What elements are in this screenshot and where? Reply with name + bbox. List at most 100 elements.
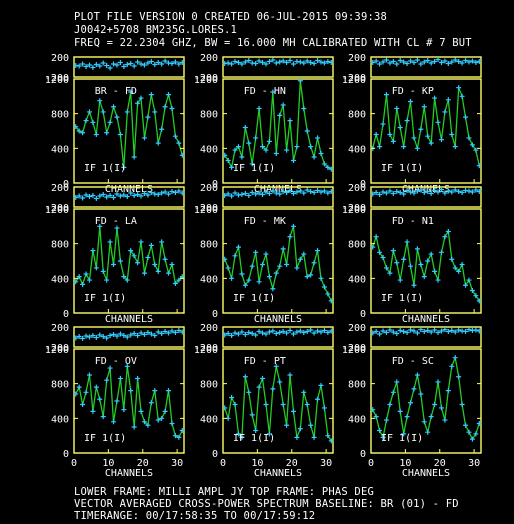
- amplitude-point: [401, 144, 407, 150]
- if-label: IF 1(I): [233, 433, 275, 444]
- amplitude-point: [270, 89, 276, 95]
- amplitude-point: [452, 265, 458, 271]
- x-axis-label: CHANNELS: [105, 468, 153, 479]
- amplitude-point: [463, 422, 469, 428]
- phase-point: [263, 331, 269, 337]
- amplitude-point: [297, 426, 303, 432]
- phase-point: [76, 334, 82, 339]
- amplitude-tick-label: 400: [348, 274, 366, 285]
- amplitude-point: [294, 144, 300, 150]
- phase-point: [387, 327, 393, 333]
- phase-point: [138, 61, 144, 67]
- amplitude-point: [301, 389, 307, 395]
- amplitude-point: [401, 431, 407, 437]
- amplitude-point: [73, 391, 79, 397]
- phase-point: [73, 335, 79, 341]
- amplitude-point: [428, 140, 434, 146]
- phase-point: [169, 61, 175, 66]
- amplitude-point: [432, 95, 438, 101]
- phase-point: [145, 192, 151, 198]
- phase-point: [473, 187, 479, 193]
- amplitude-point: [476, 298, 482, 304]
- amplitude-point: [155, 417, 161, 423]
- phase-point: [273, 190, 279, 196]
- amplitude-point: [117, 375, 123, 381]
- phase-point: [135, 59, 141, 65]
- phase-point: [80, 195, 86, 201]
- phase-point: [390, 191, 396, 196]
- amplitude-point: [131, 253, 137, 259]
- phase-point: [411, 328, 417, 334]
- amplitude-point: [308, 144, 314, 150]
- phase-point: [466, 188, 472, 194]
- phase-point: [124, 62, 130, 67]
- phase-point: [266, 329, 272, 335]
- phase-point: [377, 192, 383, 197]
- phase-point: [318, 59, 324, 65]
- amplitude-point: [266, 274, 272, 280]
- phase-point: [425, 328, 431, 333]
- phase-point: [263, 189, 269, 195]
- amplitude-frame: [370, 208, 482, 314]
- amplitude-point: [93, 265, 99, 271]
- amplitude-point: [114, 398, 120, 404]
- amplitude-point: [290, 223, 296, 229]
- amplitude-point: [76, 384, 82, 390]
- amplitude-point: [311, 434, 317, 440]
- phase-point: [321, 328, 327, 333]
- phase-point: [318, 189, 324, 195]
- amplitude-point: [473, 293, 479, 299]
- phase-point: [418, 61, 424, 67]
- amplitude-point: [284, 422, 290, 428]
- amplitude-point: [263, 401, 269, 407]
- amplitude-point: [383, 265, 389, 271]
- amplitude-point: [311, 260, 317, 266]
- phase-point: [246, 330, 252, 335]
- phase-point: [225, 191, 231, 197]
- phase-point: [449, 189, 455, 195]
- phase-point: [445, 61, 451, 66]
- phase-point: [380, 189, 386, 195]
- phase-point: [270, 188, 276, 194]
- phase-point: [370, 191, 376, 197]
- amplitude-point: [239, 434, 245, 440]
- phase-point: [270, 328, 276, 334]
- amplitude-point: [90, 408, 96, 414]
- phase-point: [390, 329, 396, 335]
- phase-point: [287, 328, 293, 333]
- amplitude-point: [459, 93, 465, 99]
- amplitude-point: [128, 89, 134, 95]
- phase-point: [253, 61, 259, 66]
- phase-point: [280, 58, 286, 64]
- baseline-label: FD - MK: [244, 216, 286, 227]
- amplitude-point: [169, 421, 175, 427]
- phase-point: [111, 61, 117, 67]
- amplitude-point: [418, 261, 424, 267]
- phase-point: [162, 189, 168, 195]
- x-axis-label: CHANNELS: [254, 184, 302, 195]
- amplitude-point: [380, 121, 386, 127]
- phase-point: [452, 187, 458, 193]
- amplitude-point: [459, 261, 465, 267]
- phase-point: [456, 327, 462, 333]
- amplitude-frame: [222, 208, 334, 314]
- phase-point: [387, 60, 393, 66]
- phase-frame: [73, 56, 185, 78]
- phase-point: [266, 59, 272, 64]
- footer-line-2: VECTOR AVERAGED CROSS-POWER SPECTRUM BAS…: [74, 498, 459, 510]
- amplitude-point: [253, 135, 259, 141]
- amplitude-tick-label: 1200: [45, 75, 69, 86]
- amplitude-point: [445, 229, 451, 235]
- phase-point: [104, 335, 110, 341]
- phase-point: [473, 327, 479, 333]
- amplitude-point: [152, 261, 158, 267]
- phase-tick-label: -200: [342, 73, 366, 84]
- amplitude-point: [131, 154, 137, 160]
- amplitude-point: [256, 384, 262, 390]
- phase-point: [432, 327, 438, 333]
- phase-point: [148, 190, 154, 195]
- x-tick-label: 30: [468, 458, 480, 469]
- amplitude-tick-label: 1200: [342, 75, 366, 86]
- phase-point: [260, 330, 266, 336]
